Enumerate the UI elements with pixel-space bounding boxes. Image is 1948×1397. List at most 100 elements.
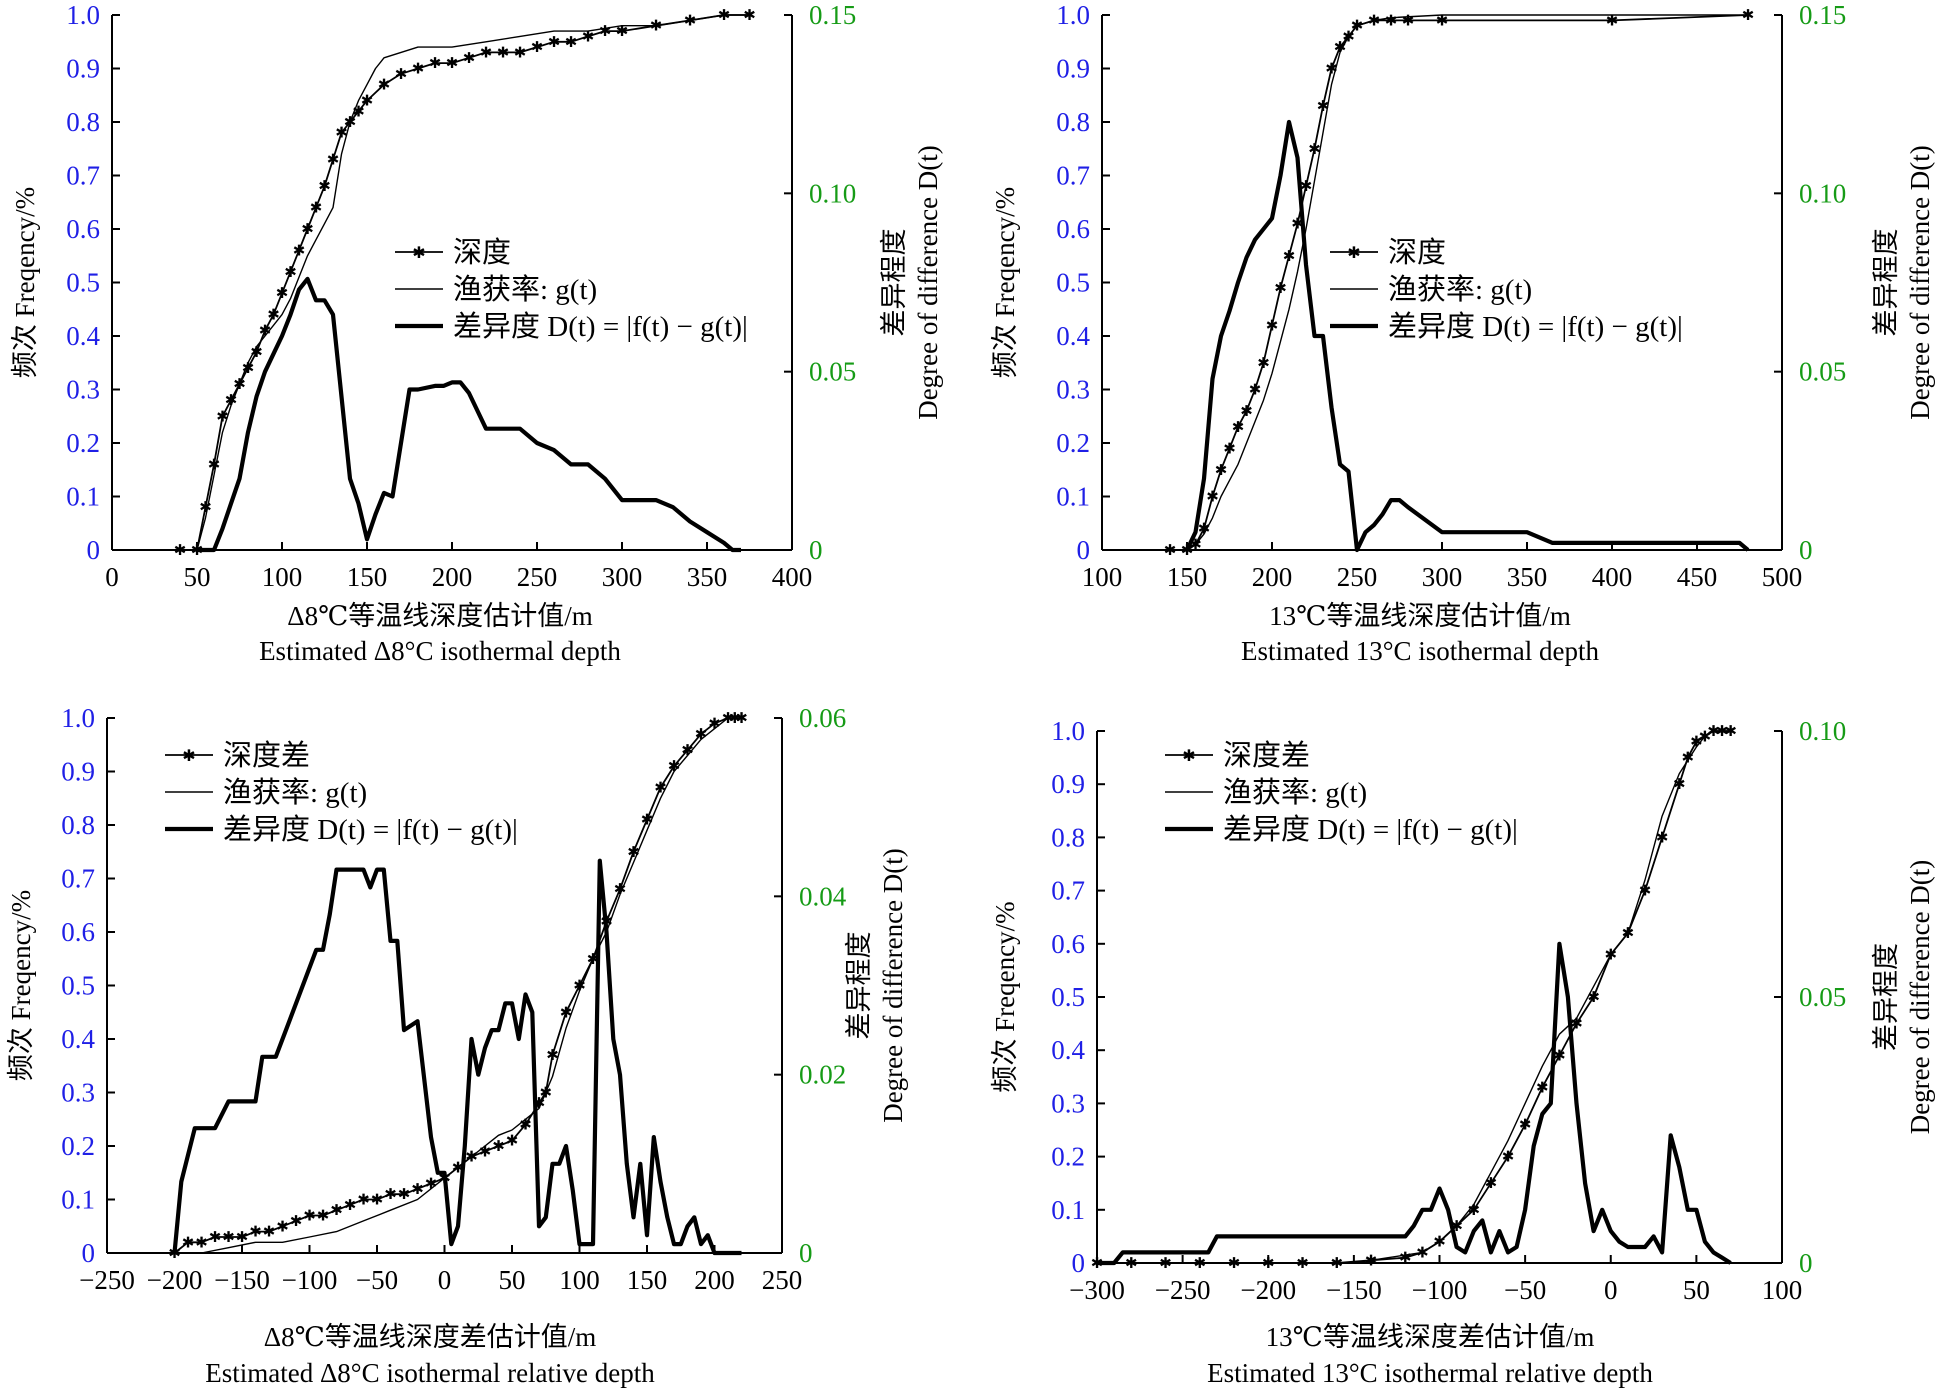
data-point-star: ✱ bbox=[1724, 724, 1737, 740]
data-point-star: ✱ bbox=[735, 711, 748, 727]
data-point-star: ✱ bbox=[284, 265, 297, 281]
data-point-star: ✱ bbox=[1707, 724, 1720, 740]
data-point-star: ✱ bbox=[1536, 1080, 1549, 1096]
data-point-star: ✱ bbox=[1402, 13, 1415, 29]
legend-label: 差异度 D(t) = |f(t) − g(t)| bbox=[1388, 310, 1683, 343]
y-tick-label-left: 0.6 bbox=[1051, 929, 1085, 959]
series-line-star bbox=[1170, 14, 1749, 551]
y-axis-label-left: 频次 Freqency/% bbox=[990, 187, 1020, 378]
data-point-star: ✱ bbox=[1365, 1253, 1378, 1269]
y-tick-label-left: 0.2 bbox=[1051, 1142, 1085, 1172]
x-tick-label: −50 bbox=[356, 1265, 398, 1295]
y-tick-label-right: 0 bbox=[1799, 535, 1813, 565]
data-point-star: ✱ bbox=[446, 56, 459, 72]
y-tick-label-right: 0.05 bbox=[809, 357, 856, 387]
x-tick-label: 50 bbox=[184, 562, 211, 592]
y-tick-label-right: 0.10 bbox=[1799, 178, 1846, 208]
x-tick-label: 100 bbox=[1082, 562, 1123, 592]
y-axis-label-right-cn: 差异程度 bbox=[879, 229, 909, 337]
series-line-thin bbox=[174, 717, 742, 1254]
data-point-star: ✱ bbox=[599, 24, 612, 40]
y-tick-label-left: 0.2 bbox=[61, 1131, 95, 1161]
x-tick-label: 500 bbox=[1762, 562, 1803, 592]
y-axis-label-right-en: Degree of difference D(t) bbox=[878, 848, 908, 1123]
y-tick-label-left: 0.5 bbox=[66, 268, 100, 298]
chart-panel-4: 0 0.1 0.2 0.3 0.4 0.5 0.6 0.7 0.8 0.9 1.0 0 0.05 0.10… bbox=[990, 716, 1935, 1388]
x-tick-label: 250 bbox=[762, 1265, 803, 1295]
data-point-star: ✱ bbox=[335, 126, 348, 142]
y-tick-label-left: 0.9 bbox=[66, 54, 100, 84]
x-tick-label: 300 bbox=[1422, 562, 1463, 592]
data-point-star: ✱ bbox=[259, 324, 272, 340]
data-point-star: ✱ bbox=[1716, 724, 1729, 740]
y-tick-label-left: 0.2 bbox=[66, 428, 100, 458]
data-point-star: ✱ bbox=[1308, 142, 1321, 158]
y-tick-label-left: 0.4 bbox=[66, 321, 100, 351]
data-point-star: ✱ bbox=[722, 711, 735, 727]
data-point-star: ✱ bbox=[384, 1187, 397, 1203]
data-point-star: ✱ bbox=[641, 813, 654, 829]
y-tick-label-left: 1.0 bbox=[66, 0, 100, 30]
x-tick-label: 450 bbox=[1677, 562, 1718, 592]
data-point-star: ✱ bbox=[650, 19, 663, 35]
y-tick-label-left: 0.3 bbox=[1056, 375, 1090, 405]
data-point-star: ✱ bbox=[1198, 522, 1211, 538]
data-point-star: ✱ bbox=[465, 1150, 478, 1166]
series-line-thick bbox=[1185, 119, 1750, 553]
series-line-thick bbox=[197, 276, 741, 553]
data-point-star: ✱ bbox=[1587, 990, 1600, 1006]
data-point-star: ✱ bbox=[209, 1230, 222, 1246]
y-tick-label-left: 0.8 bbox=[61, 810, 95, 840]
data-point-star: ✱ bbox=[1274, 281, 1287, 297]
y-tick-label-left: 0.3 bbox=[61, 1078, 95, 1108]
data-point-star: ✱ bbox=[250, 345, 263, 361]
y-tick-label-left: 0.3 bbox=[1051, 1088, 1085, 1118]
legend-label: 差异度 D(t) = |f(t) − g(t)| bbox=[1223, 813, 1518, 846]
data-point-star: ✱ bbox=[1266, 318, 1279, 334]
x-axis-label-cn: 13℃等温线深度差估计值/m bbox=[1266, 1322, 1595, 1352]
data-point-star: ✱ bbox=[242, 361, 255, 377]
y-tick-label-left: 0.2 bbox=[1056, 428, 1090, 458]
y-tick-label-left: 0.6 bbox=[66, 214, 100, 244]
data-point-star: ✱ bbox=[1334, 40, 1347, 56]
x-tick-label: 150 bbox=[627, 1265, 668, 1295]
y-tick-label-left: 0 bbox=[1072, 1248, 1086, 1278]
x-tick-label: 350 bbox=[1507, 562, 1548, 592]
data-point-star: ✱ bbox=[1399, 1251, 1412, 1267]
x-tick-label: −100 bbox=[282, 1265, 338, 1295]
data-point-star: ✱ bbox=[531, 40, 544, 56]
x-tick-label: 200 bbox=[432, 562, 473, 592]
data-point-star: ✱ bbox=[267, 308, 280, 324]
x-tick-label: −200 bbox=[147, 1265, 203, 1295]
data-point-star: ✱ bbox=[411, 1182, 424, 1198]
y-tick-label-left: 0.9 bbox=[61, 757, 95, 787]
data-point-star: ✱ bbox=[1502, 1150, 1515, 1166]
x-tick-label: −200 bbox=[1240, 1275, 1296, 1305]
data-point-star: ✱ bbox=[395, 67, 408, 83]
data-point-star: ✱ bbox=[1240, 404, 1253, 420]
data-point-star: ✱ bbox=[560, 1005, 573, 1021]
series-line-thick bbox=[172, 858, 742, 1256]
y-tick-label-right: 0.06 bbox=[799, 703, 846, 733]
data-point-star: ✱ bbox=[263, 1225, 276, 1241]
data-point-star: ✱ bbox=[249, 1225, 262, 1241]
legend-label: 深度 bbox=[1388, 236, 1446, 269]
data-point-star: ✱ bbox=[1257, 356, 1270, 372]
data-point-star: ✱ bbox=[480, 45, 493, 61]
data-point-star: ✱ bbox=[1485, 1176, 1498, 1192]
data-point-star: ✱ bbox=[1249, 383, 1262, 399]
data-point-star: ✱ bbox=[199, 500, 212, 516]
legend-label: 渔获率: g(t) bbox=[223, 776, 367, 809]
y-axis-label-right-en: Degree of difference D(t) bbox=[1905, 860, 1935, 1135]
data-point-star: ✱ bbox=[1283, 249, 1296, 265]
y-tick-label-left: 0.4 bbox=[61, 1024, 95, 1054]
x-tick-label: 400 bbox=[1592, 562, 1633, 592]
data-point-star: ✱ bbox=[1232, 420, 1245, 436]
y-tick-label-left: 0 bbox=[82, 1238, 96, 1268]
x-tick-label: −50 bbox=[1504, 1275, 1546, 1305]
x-tick-label: 200 bbox=[1252, 562, 1293, 592]
y-tick-label-right: 0.02 bbox=[799, 1060, 846, 1090]
